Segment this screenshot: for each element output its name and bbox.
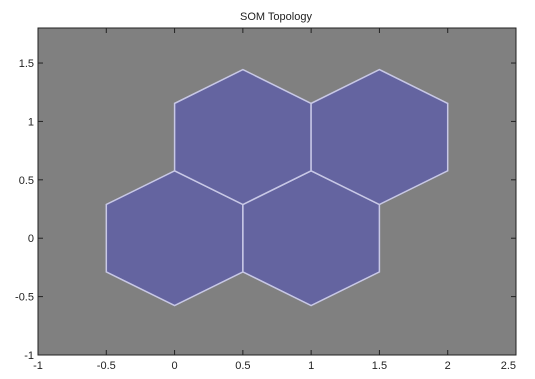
- y-tick-label: -1: [24, 350, 34, 362]
- hexagon-layer: [105, 68, 449, 307]
- y-axis: -1 -0.5 0 0.5 1 1.5: [15, 58, 516, 362]
- y-tick-label: 1: [28, 116, 34, 128]
- x-tick-label: 1.5: [372, 360, 387, 372]
- y-tick-label: 0.5: [19, 175, 34, 187]
- y-tick-label: -0.5: [15, 292, 34, 304]
- x-axis: -1 -0.5 0 0.5 1 1.5 2 2.5: [33, 28, 517, 372]
- chart-title: SOM Topology: [240, 11, 312, 23]
- y-tick-label: 1.5: [19, 58, 34, 70]
- neuron-hexagon-4: [310, 68, 449, 206]
- x-tick-label: 0.5: [235, 360, 250, 372]
- x-tick-label: 2.5: [501, 360, 516, 372]
- y-tick-label: 0: [28, 233, 34, 245]
- x-tick-label: 1: [308, 360, 314, 372]
- x-tick-label: -1: [33, 360, 43, 372]
- x-tick-label: 2: [445, 360, 451, 372]
- x-tick-label: -0.5: [97, 360, 116, 372]
- x-tick-label: 0: [172, 360, 178, 372]
